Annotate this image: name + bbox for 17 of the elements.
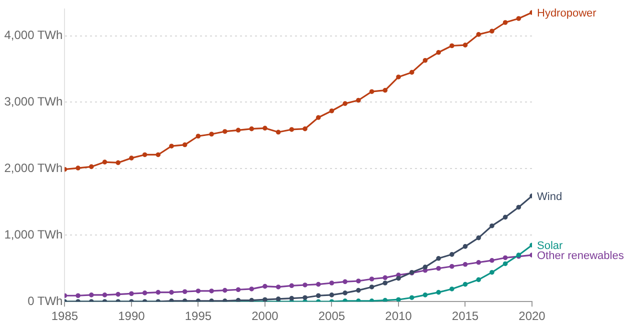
x-tick-label: 2010 <box>385 309 412 324</box>
y-tick-label: 4,000 TWh <box>4 28 63 42</box>
x-tick-label: 2005 <box>318 309 346 324</box>
series-label: Solar <box>537 240 564 252</box>
y-tick-label: 0 TWh <box>28 294 63 308</box>
x-tick-label: 2015 <box>452 309 479 324</box>
series-label: Other renewables <box>537 250 624 262</box>
y-tick-label: 3,000 TWh <box>4 94 63 109</box>
series-label: Hydropower <box>537 8 597 20</box>
x-tick-label: 1995 <box>184 309 212 324</box>
x-tick-label: 1985 <box>51 309 78 324</box>
x-tick-label: 2020 <box>518 309 546 324</box>
y-tick-label: 1,000 TWh <box>4 227 63 242</box>
series-label: Wind <box>537 190 562 203</box>
x-tick-label: 2000 <box>252 309 279 324</box>
x-tick-label: 1990 <box>118 309 146 324</box>
y-tick-label: 2,000 TWh <box>4 161 63 176</box>
